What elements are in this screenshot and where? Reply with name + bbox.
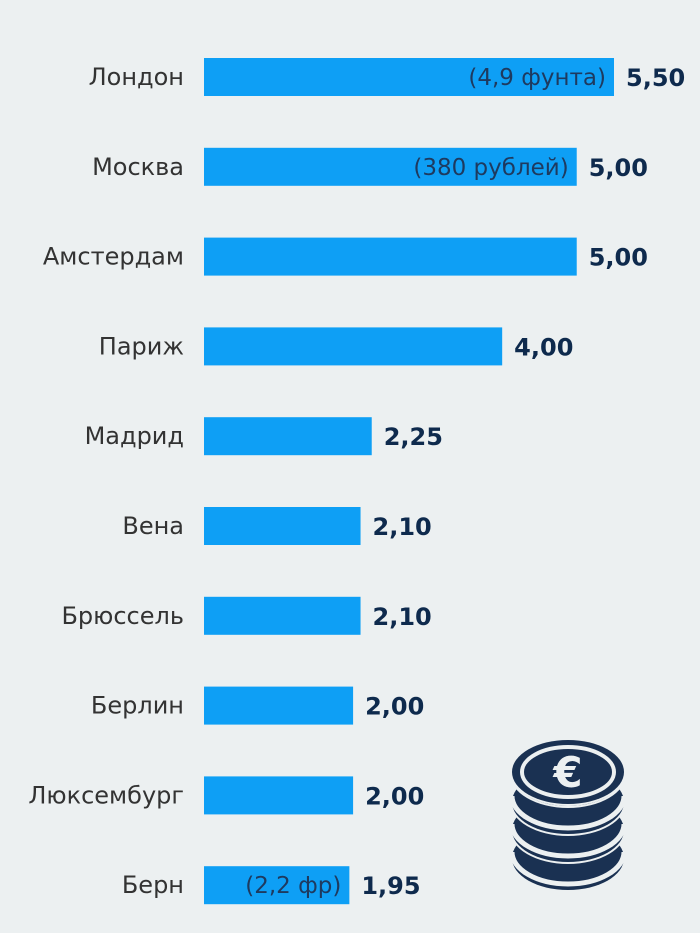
bar [204,686,354,725]
value-label: 5,50 [626,64,685,92]
bar [204,776,354,815]
category-label: Париж [99,332,184,360]
value-label: 5,00 [589,244,648,272]
bar [204,417,372,456]
category-label: Амстердам [43,243,184,271]
coin-rim-line [509,795,627,831]
category-label: Берн [122,871,184,899]
category-label: Люксембург [28,781,184,809]
category-label: Берлин [91,692,184,720]
value-label: 2,10 [373,603,432,631]
value-label: 4,00 [514,333,573,361]
value-label: 2,00 [365,782,424,810]
category-label: Брюссель [61,602,184,630]
category-label: Вена [122,512,184,540]
euro-symbol-icon: € [552,748,582,797]
category-label: Мадрид [85,422,184,450]
bar [204,327,503,366]
bar [204,58,614,96]
bar [204,147,577,186]
value-label: 1,95 [361,872,420,900]
category-label: Лондон [89,63,184,91]
bar-note-label: (4,9 фунта) [468,65,606,91]
bars-group: Лондон (4,9 фунта) 5,50 Москва (380 рублей) 5… [28,58,685,905]
bar-note-label: (380 рублей) [413,155,568,181]
value-label: 5,00 [589,154,648,182]
bar [204,866,350,905]
top-coin-inner-ring [520,745,616,799]
bar [204,596,361,635]
value-label: 2,10 [373,513,432,541]
value-label: 2,25 [384,423,443,451]
coin-rim-line [509,851,627,887]
coin-rim-line [509,823,627,859]
bar-note-label: (2,2 фр) [245,873,341,899]
bar [204,237,577,276]
top-coin [512,740,624,804]
category-label: Москва [92,153,184,181]
value-label: 2,00 [365,693,424,721]
euro-coin-stack-icon: € [509,738,627,892]
bar [204,507,361,545]
